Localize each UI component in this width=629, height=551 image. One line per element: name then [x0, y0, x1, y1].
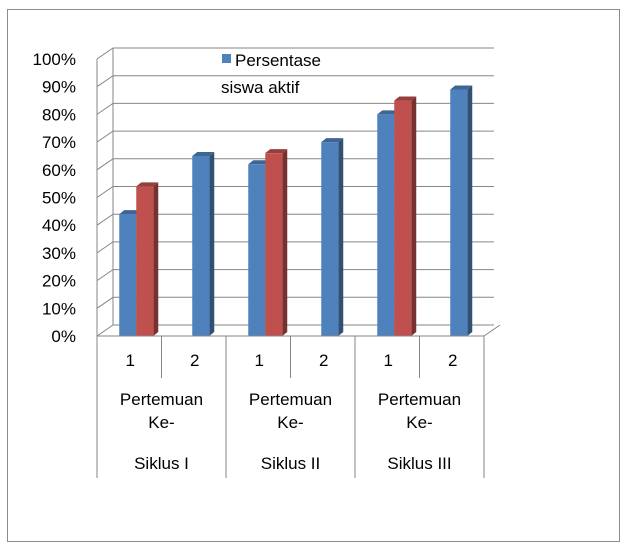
- legend-swatch: [222, 54, 231, 63]
- bar: [265, 149, 288, 336]
- gridlines: [96, 47, 494, 337]
- y-tick-label: 30%: [42, 244, 76, 263]
- y-tick-label: 100%: [33, 50, 76, 69]
- pertemuan-label-line1: Pertemuan: [120, 390, 203, 409]
- y-axis-ticks: 0% 10% 20% 30% 40% 50% 60% 70% 80% 90% 100%: [33, 50, 76, 346]
- bar: [136, 182, 159, 336]
- y-tick-label: 90%: [42, 78, 76, 97]
- bar: [450, 85, 473, 336]
- pertemuan-label-line2: Ke-: [277, 413, 303, 432]
- y-tick-label: 60%: [42, 161, 76, 180]
- y-tick-label: 40%: [42, 216, 76, 235]
- x-axis-categories: 1 2 1 2 1 2 Pertemuan Ke- Siklus I Pertemuan Ke- Si…: [96, 324, 501, 478]
- pertemuan-label-line1: Pertemuan: [378, 390, 461, 409]
- bar: [394, 96, 417, 336]
- bar: [192, 151, 215, 336]
- y-tick-label: 70%: [42, 133, 76, 152]
- pertemuan-label-line2: Ke-: [148, 413, 174, 432]
- x-tick-label: 2: [448, 351, 457, 370]
- siklus-label: Siklus III: [387, 454, 451, 473]
- pertemuan-label-line2: Ke-: [406, 413, 432, 432]
- gridline: [96, 130, 494, 143]
- legend-label-line1: Persentase: [235, 51, 321, 70]
- bars: [119, 85, 473, 337]
- x-tick-label: 2: [319, 351, 328, 370]
- siklus-label: Siklus I: [134, 454, 189, 473]
- x-tick-label: 1: [126, 351, 135, 370]
- y-tick-label: 10%: [42, 299, 76, 318]
- legend-label-line2: siswa aktif: [221, 78, 300, 97]
- y-tick-label: 20%: [42, 272, 76, 291]
- chart-frame: [7, 9, 620, 542]
- x-tick-label: 1: [255, 351, 264, 370]
- bar: [321, 138, 344, 336]
- x-tick-label: 1: [384, 351, 393, 370]
- legend: Persentase siswa aktif: [221, 51, 321, 97]
- gridline: [96, 102, 494, 115]
- pertemuan-label-line1: Pertemuan: [249, 390, 332, 409]
- y-tick-label: 80%: [42, 105, 76, 124]
- y-tick-label: 0%: [51, 327, 76, 346]
- siklus-label: Siklus II: [261, 454, 321, 473]
- x-tick-label: 2: [190, 351, 199, 370]
- y-tick-label: 50%: [42, 189, 76, 208]
- gridline: [96, 158, 494, 171]
